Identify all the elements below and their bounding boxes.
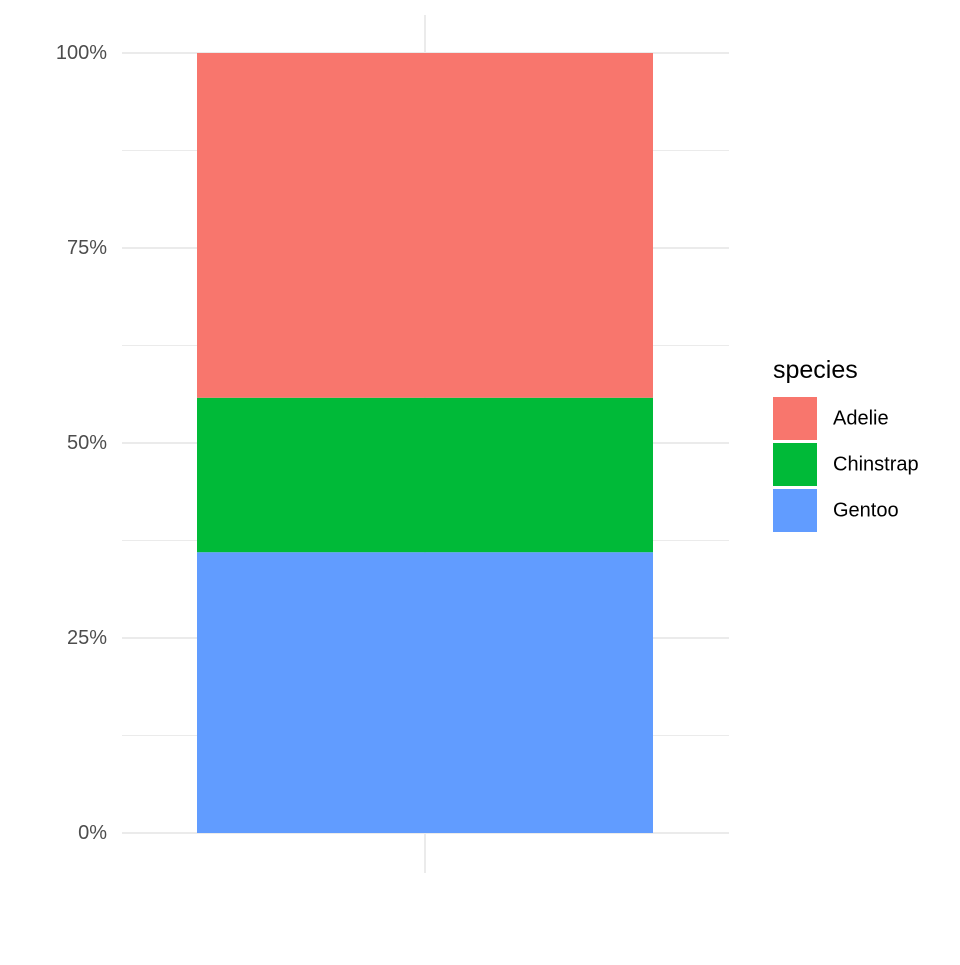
legend-key-adelie	[773, 397, 817, 440]
y-tick-label: 75%	[67, 237, 107, 259]
bar-segment-gentoo	[197, 552, 653, 833]
bar-segment-chinstrap	[197, 397, 653, 553]
legend-title: species	[773, 356, 858, 384]
bar-stack	[197, 53, 653, 833]
y-tick-label: 0%	[78, 822, 107, 844]
legend-label-gentoo: Gentoo	[833, 500, 899, 522]
legend-label-chinstrap: Chinstrap	[833, 454, 919, 476]
legend-label-adelie: Adelie	[833, 408, 889, 430]
y-axis: 0% 25% 50% 75% 100%	[56, 42, 107, 844]
y-tick-label: 50%	[67, 432, 107, 454]
y-tick-label: 25%	[67, 627, 107, 649]
legend-key-gentoo	[773, 489, 817, 532]
y-tick-label: 100%	[56, 42, 107, 64]
bar-segment-adelie	[197, 53, 653, 398]
legend-key-chinstrap	[773, 443, 817, 486]
legend: species Adelie Chinstrap Gentoo	[773, 356, 919, 532]
